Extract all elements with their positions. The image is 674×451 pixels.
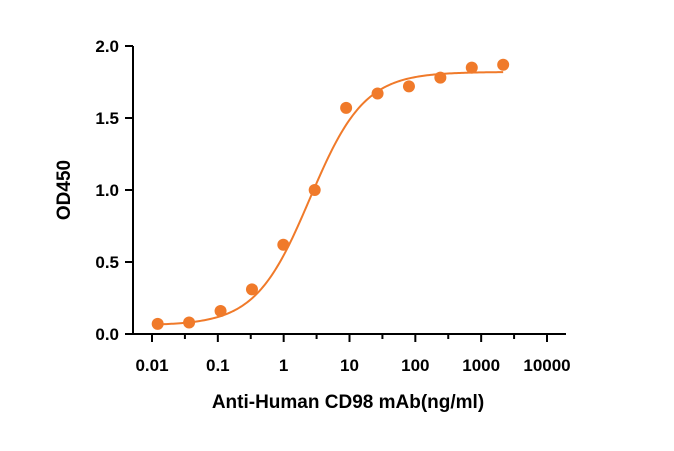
y-tick-label: 1.0 <box>95 181 119 200</box>
y-tick-label: 2.0 <box>95 37 119 56</box>
y-tick-label: 0.5 <box>95 253 119 272</box>
y-tick-label: 0.0 <box>95 325 119 344</box>
data-point <box>402 80 415 93</box>
data-point <box>277 238 290 251</box>
axes <box>132 46 566 335</box>
data-point <box>434 71 447 84</box>
x-tick-label: 100 <box>401 356 429 375</box>
y-tick-label: 1.5 <box>95 109 119 128</box>
x-tick-label: 0.1 <box>206 356 230 375</box>
y-ticks: 0.0 0.5 1.0 1.5 2.0 <box>95 37 133 344</box>
data-point <box>371 87 384 100</box>
data-points <box>151 58 510 330</box>
data-point <box>465 61 478 74</box>
data-point <box>183 316 196 329</box>
x-axis-title: Anti-Human CD98 mAb(ng/ml) <box>212 392 484 413</box>
data-point <box>151 317 164 330</box>
x-tick-label: 1000 <box>462 356 500 375</box>
y-axis-title: OD450 <box>54 160 75 220</box>
x-tick-label: 1 <box>279 356 288 375</box>
x-tick-label: 0.01 <box>135 356 168 375</box>
fit-curve <box>157 71 504 326</box>
x-tick-label: 10 <box>340 356 359 375</box>
x-ticks: 0.01 0.1 1 10 100 1000 10000 <box>135 334 571 375</box>
data-point <box>497 58 510 71</box>
x-tick-label: 10000 <box>523 356 570 375</box>
data-point <box>340 101 353 114</box>
data-point <box>245 283 258 296</box>
data-point <box>214 304 227 317</box>
data-point <box>308 184 321 196</box>
